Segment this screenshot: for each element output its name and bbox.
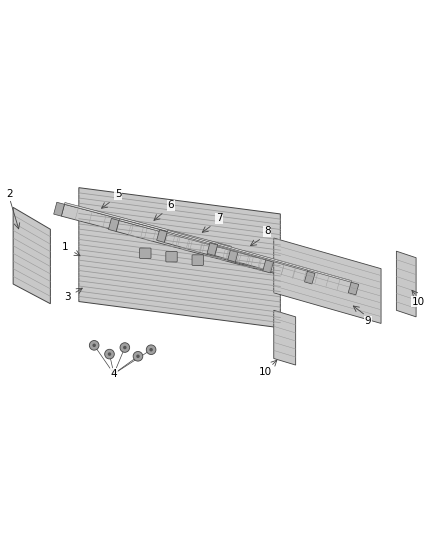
Text: 7: 7	[215, 213, 223, 223]
Polygon shape	[13, 207, 50, 304]
Polygon shape	[61, 204, 231, 260]
Text: 9: 9	[364, 316, 371, 326]
Polygon shape	[274, 238, 381, 324]
Circle shape	[105, 349, 114, 359]
Polygon shape	[274, 310, 296, 365]
Circle shape	[89, 341, 99, 350]
Polygon shape	[304, 271, 315, 284]
Polygon shape	[207, 243, 218, 255]
Polygon shape	[79, 188, 280, 328]
FancyBboxPatch shape	[192, 255, 203, 265]
FancyBboxPatch shape	[166, 252, 177, 262]
Text: 6: 6	[167, 200, 174, 210]
Polygon shape	[396, 251, 416, 317]
Circle shape	[92, 344, 96, 347]
Polygon shape	[218, 244, 352, 282]
Polygon shape	[164, 232, 307, 282]
Circle shape	[108, 352, 111, 356]
Text: 3: 3	[64, 292, 71, 302]
Polygon shape	[64, 203, 231, 248]
Circle shape	[123, 346, 127, 349]
Polygon shape	[116, 221, 266, 271]
Text: 5: 5	[115, 189, 122, 199]
Circle shape	[136, 354, 140, 358]
Text: 10: 10	[258, 367, 272, 377]
Polygon shape	[109, 219, 119, 231]
Polygon shape	[263, 260, 273, 273]
Polygon shape	[167, 230, 308, 271]
Polygon shape	[157, 230, 167, 243]
Polygon shape	[215, 245, 351, 293]
FancyBboxPatch shape	[140, 248, 151, 259]
Text: 4: 4	[110, 369, 117, 379]
Text: 10: 10	[412, 296, 425, 306]
Polygon shape	[348, 282, 359, 295]
Circle shape	[120, 343, 130, 352]
Circle shape	[133, 351, 143, 361]
Text: 2: 2	[6, 189, 13, 199]
Circle shape	[146, 345, 156, 354]
Polygon shape	[119, 219, 266, 260]
Polygon shape	[228, 248, 239, 262]
Polygon shape	[54, 202, 64, 216]
Text: 1: 1	[61, 242, 68, 252]
Text: 8: 8	[264, 227, 271, 237]
Circle shape	[149, 348, 153, 351]
